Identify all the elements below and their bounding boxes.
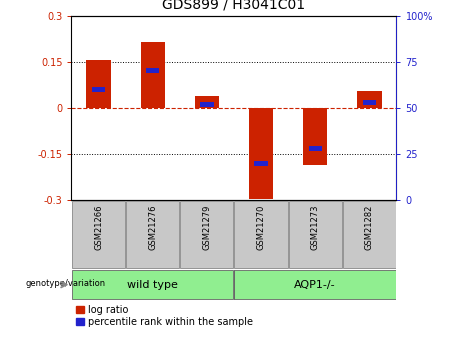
Text: GSM21266: GSM21266 xyxy=(94,205,103,250)
Text: genotype/variation: genotype/variation xyxy=(25,278,105,288)
Bar xyxy=(180,201,233,268)
Bar xyxy=(72,270,233,299)
Text: GSM21273: GSM21273 xyxy=(311,205,320,250)
Text: AQP1-/-: AQP1-/- xyxy=(295,280,336,289)
Title: GDS899 / H3041C01: GDS899 / H3041C01 xyxy=(162,0,306,12)
Bar xyxy=(86,60,111,108)
Bar xyxy=(200,102,213,107)
Bar xyxy=(235,270,396,299)
Bar xyxy=(303,108,327,165)
Bar xyxy=(235,201,288,268)
Bar xyxy=(254,161,268,166)
Bar xyxy=(141,42,165,108)
Bar xyxy=(146,68,160,73)
Bar xyxy=(289,201,342,268)
Text: GSM21270: GSM21270 xyxy=(256,205,266,250)
Bar xyxy=(308,146,322,151)
Bar xyxy=(195,96,219,108)
Text: GSM21282: GSM21282 xyxy=(365,205,374,250)
Legend: log ratio, percentile rank within the sample: log ratio, percentile rank within the sa… xyxy=(77,305,253,327)
Bar xyxy=(357,91,382,108)
Bar xyxy=(92,87,105,92)
Bar xyxy=(126,201,179,268)
Text: wild type: wild type xyxy=(127,280,178,289)
Bar xyxy=(363,100,376,105)
Text: GSM21279: GSM21279 xyxy=(202,205,212,250)
Text: GSM21276: GSM21276 xyxy=(148,205,157,250)
Bar xyxy=(72,201,125,268)
Bar xyxy=(343,201,396,268)
Bar xyxy=(249,108,273,199)
